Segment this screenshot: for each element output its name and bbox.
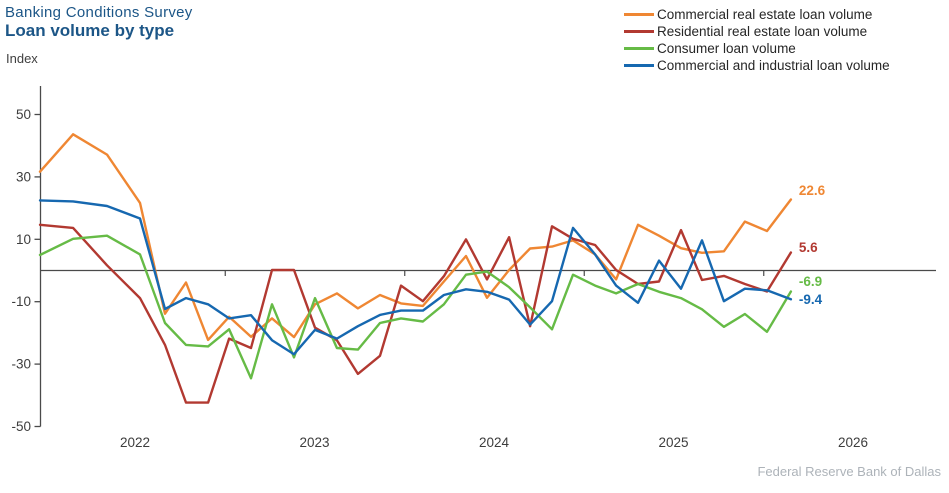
series-line-1: [38, 223, 793, 404]
y-tick-label: -10: [11, 294, 31, 309]
legend: Commercial real estate loan volume Reside…: [624, 6, 890, 74]
series-line-3: [38, 199, 793, 356]
x-tick-label: 2022: [120, 435, 150, 450]
legend-item: Residential real estate loan volume: [624, 23, 890, 40]
legend-item: Consumer loan volume: [624, 40, 890, 57]
legend-item: Commercial real estate loan volume: [624, 6, 890, 23]
legend-label: Commercial real estate loan volume: [657, 7, 873, 22]
legend-swatch-icon: [624, 13, 654, 16]
legend-swatch-icon: [624, 30, 654, 33]
y-tick-label: 10: [16, 232, 31, 247]
y-tick-label: 30: [16, 169, 31, 184]
legend-label: Consumer loan volume: [657, 41, 796, 56]
y-tick-label: 50: [16, 107, 31, 122]
series-line-0: [38, 133, 793, 342]
x-tick-label: 2023: [299, 435, 329, 450]
legend-label: Residential real estate loan volume: [657, 24, 868, 39]
series-end-label-0: 22.6: [799, 183, 826, 198]
x-tick-label: 2025: [658, 435, 688, 450]
legend-item: Commercial and industrial loan volume: [624, 57, 890, 74]
series-line-2: [38, 234, 793, 380]
chart-surtitle: Banking Conditions Survey: [5, 4, 193, 21]
legend-swatch-icon: [624, 64, 654, 67]
y-tick-label: -30: [11, 357, 31, 372]
x-tick-label: 2026: [838, 435, 868, 450]
legend-swatch-icon: [624, 47, 654, 50]
series-end-label-1: 5.6: [799, 240, 818, 255]
series-end-label-2: -6.9: [799, 274, 822, 289]
legend-label: Commercial and industrial loan volume: [657, 58, 890, 73]
source-attribution: Federal Reserve Bank of Dallas: [757, 464, 941, 479]
chart-title: Loan volume by type: [5, 21, 175, 40]
y-tick-label: -50: [11, 419, 31, 434]
x-tick-label: 2024: [479, 435, 510, 450]
series-end-label-3: -9.4: [799, 292, 823, 307]
y-axis-unit-label: Index: [6, 51, 38, 66]
